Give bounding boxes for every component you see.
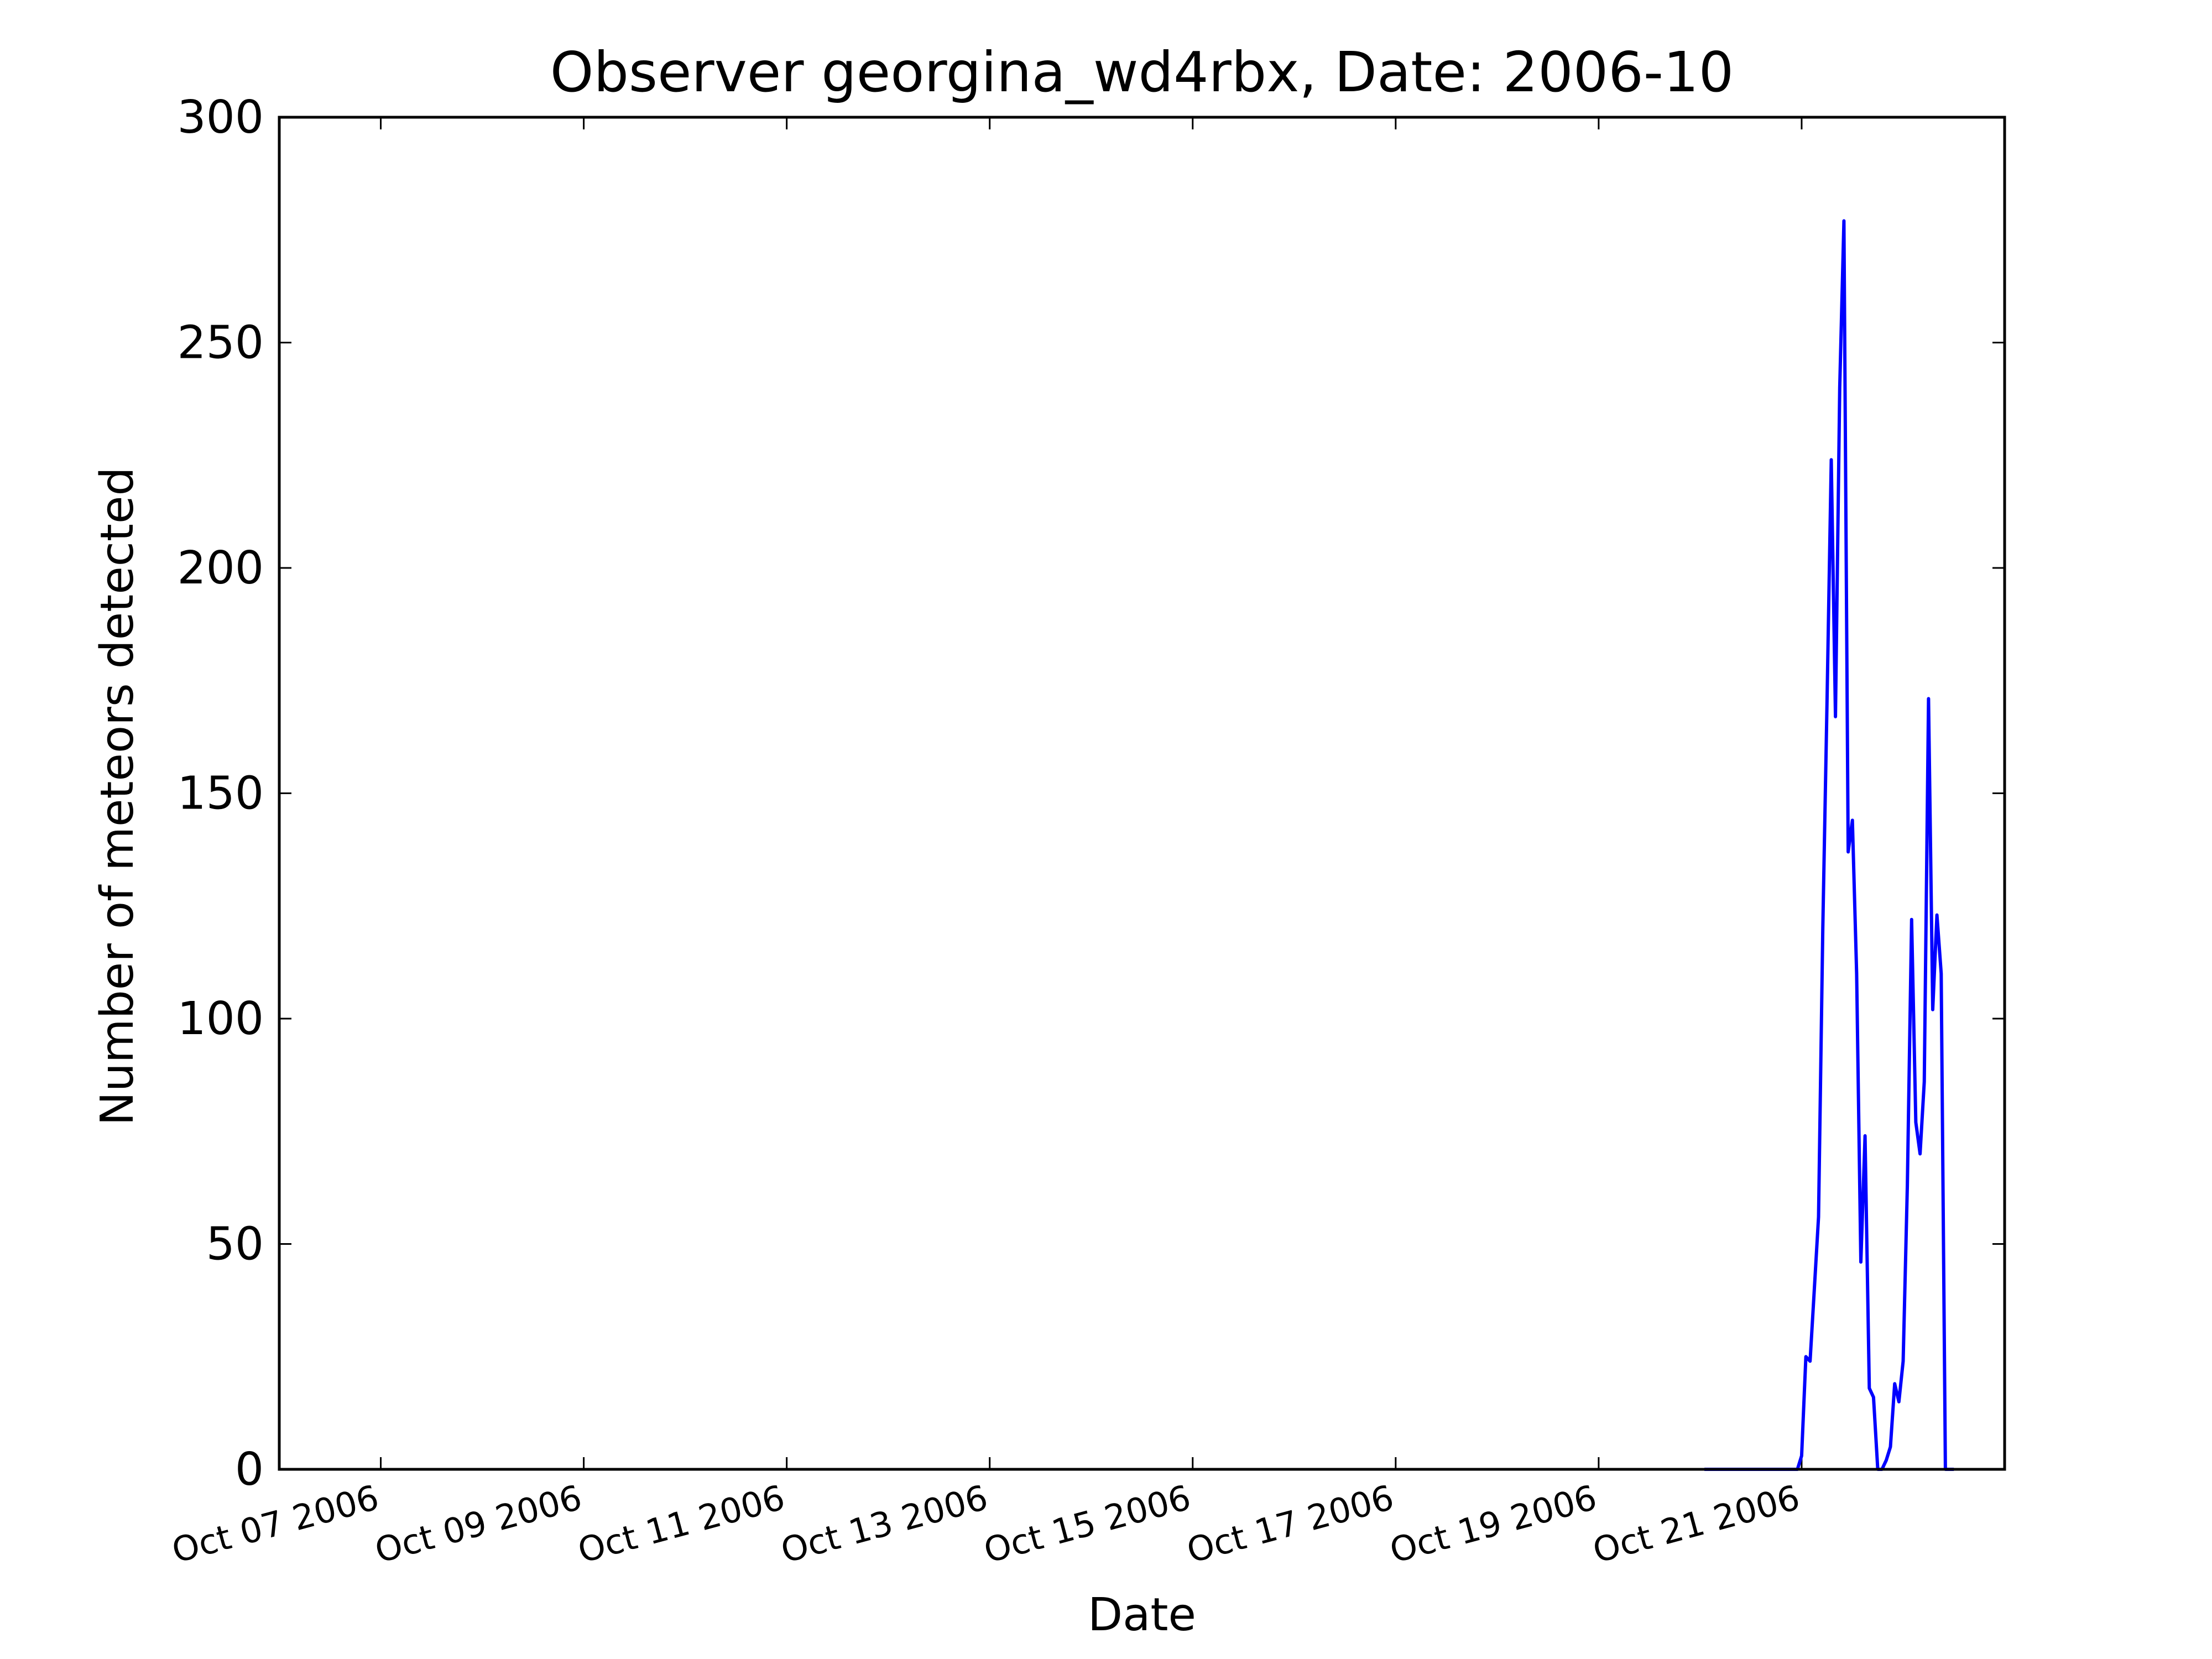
y-tick-label: 50 <box>206 1218 264 1271</box>
x-tick-label: Oct 19 2006 <box>1386 1477 1601 1571</box>
x-tick-label: Oct 11 2006 <box>573 1477 789 1571</box>
x-axis-label: Date <box>1088 1589 1196 1641</box>
x-tick-label: Oct 07 2006 <box>168 1477 383 1571</box>
y-tick-label: 100 <box>177 993 264 1045</box>
y-tick-label: 300 <box>177 91 264 144</box>
x-tick-label: Oct 09 2006 <box>371 1477 586 1571</box>
x-tick-label: Oct 17 2006 <box>1183 1477 1398 1571</box>
y-tick-label: 0 <box>235 1443 264 1496</box>
x-tick-label: Oct 13 2006 <box>776 1477 992 1571</box>
y-tick-label: 200 <box>177 542 264 594</box>
y-axis-label: Number of meteors detected <box>91 467 144 1125</box>
x-tick-label: Oct 21 2006 <box>1589 1477 1804 1571</box>
plot-frame <box>278 116 2006 1471</box>
series-line <box>1704 219 1954 1471</box>
plot-lines <box>1704 219 1954 1471</box>
y-axis-ticks: 0 50 100 150 200 250 300 <box>177 91 2005 1496</box>
x-tick-label: Oct 15 2006 <box>980 1477 1195 1571</box>
y-tick-label: 250 <box>177 317 264 369</box>
y-tick-label: 150 <box>177 768 264 820</box>
chart-title: Observer georgina_wd4rbx, Date: 2006-10 <box>550 40 1734 105</box>
